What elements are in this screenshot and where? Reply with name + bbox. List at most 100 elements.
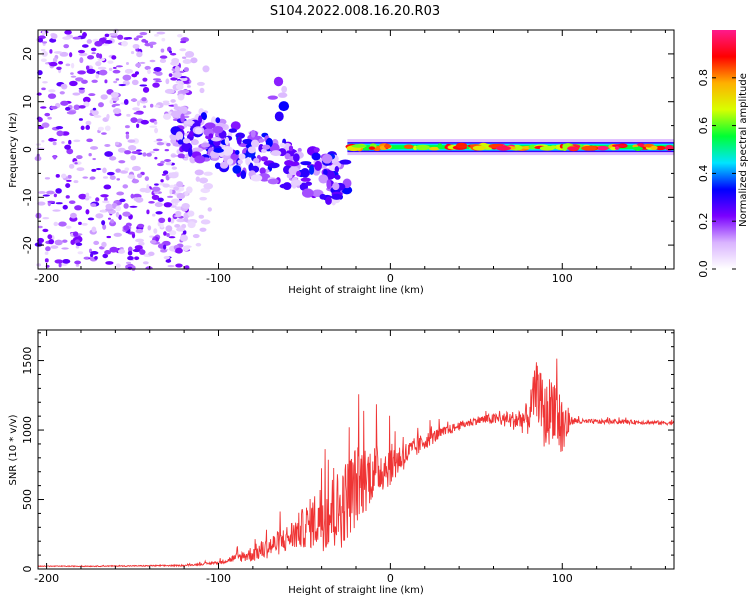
noise-blob	[41, 87, 46, 91]
noise-blob	[126, 113, 131, 117]
noise-blob	[133, 37, 139, 41]
noise-blob	[54, 259, 64, 264]
noise-blob	[37, 237, 45, 244]
noise-blob	[58, 221, 67, 227]
noise-blob	[124, 82, 130, 85]
noise-blob	[102, 200, 110, 204]
noise-blob	[95, 61, 102, 67]
chirp-blob	[296, 170, 301, 177]
noise-blob	[130, 98, 138, 102]
noise-blob	[135, 228, 144, 234]
noise-blob	[136, 51, 143, 58]
noise-blob	[98, 102, 104, 108]
chirp-blob	[215, 117, 221, 124]
noise-blob	[175, 210, 182, 216]
noise-blob	[127, 256, 134, 261]
x-tick-label: 100	[552, 572, 573, 585]
noise-blob	[152, 148, 160, 152]
noise-blob	[123, 203, 129, 209]
noise-blob	[115, 205, 122, 212]
spectrogram-marks	[34, 28, 674, 271]
noise-blob	[139, 61, 146, 64]
noise-blob	[46, 190, 55, 195]
noise-blob	[53, 193, 57, 198]
noise-blob	[132, 107, 140, 111]
noise-blob	[142, 152, 147, 157]
noise-blob	[35, 212, 42, 219]
noise-blob	[154, 127, 159, 134]
chirp-blob	[201, 142, 211, 148]
noise-blob	[186, 85, 191, 88]
noise-blob	[55, 174, 60, 178]
noise-blob	[155, 211, 163, 215]
noise-blob	[121, 40, 128, 47]
noise-blob	[100, 94, 108, 100]
noise-blob	[113, 232, 122, 237]
noise-blob	[139, 84, 148, 87]
colorbar: 0.0 0.2 0.4 0.6 0.8 Normalized spectral ampl…	[697, 30, 749, 278]
noise-blob	[199, 227, 207, 232]
chirp-blob	[281, 85, 288, 93]
noise-blob	[93, 115, 102, 118]
noise-blob	[91, 226, 97, 233]
noise-blob	[53, 155, 57, 160]
noise-blob	[156, 138, 163, 142]
noise-blob	[75, 242, 83, 247]
noise-blob	[149, 151, 156, 154]
noise-blob	[94, 40, 103, 47]
noise-blob	[48, 238, 55, 245]
noise-blob	[66, 111, 76, 115]
noise-blob	[175, 84, 184, 90]
chirp-blob	[230, 121, 241, 131]
tone-blob	[384, 144, 392, 149]
noise-blob	[41, 139, 45, 143]
x-tick-label: -200	[34, 272, 59, 285]
noise-blob	[80, 125, 85, 131]
noise-blob	[83, 101, 90, 108]
noise-blob	[135, 62, 142, 68]
tone-blob	[495, 145, 511, 151]
chirp-blob	[290, 180, 302, 186]
tone-blob	[550, 145, 557, 149]
noise-blob	[154, 202, 163, 208]
noise-blob	[62, 204, 68, 210]
noise-blob	[168, 172, 179, 179]
noise-blob	[70, 212, 77, 219]
chirp-blob	[274, 111, 284, 122]
noise-blob	[85, 209, 90, 215]
noise-blob	[61, 173, 67, 179]
y-tick-label: 0	[21, 566, 34, 573]
noise-blob	[34, 242, 43, 247]
noise-blob	[142, 86, 150, 93]
x-tick-label: -100	[206, 272, 231, 285]
noise-blob	[151, 213, 156, 217]
noise-blob	[37, 117, 43, 123]
noise-blob	[97, 66, 107, 70]
colorbar-tick-label: 0.8	[697, 69, 710, 87]
noise-blob	[115, 168, 121, 173]
noise-blob	[142, 77, 148, 82]
noise-blob	[202, 65, 210, 73]
noise-blob	[104, 125, 111, 131]
noise-blob	[58, 262, 62, 268]
chirp-blob	[228, 128, 238, 133]
noise-blob	[109, 246, 119, 253]
noise-blob	[91, 168, 97, 172]
chirp-blob	[319, 193, 327, 200]
noise-blob	[166, 142, 171, 147]
chirp-blob	[175, 131, 184, 142]
noise-blob	[78, 105, 86, 109]
y-tick-label: 20	[21, 47, 34, 61]
chirp-blob	[279, 183, 290, 189]
noise-blob	[139, 31, 148, 36]
noise-blob	[183, 217, 189, 222]
chirp-blob	[260, 156, 269, 162]
noise-blob	[177, 93, 185, 101]
noise-blob	[79, 57, 84, 64]
chirp-blob	[309, 164, 315, 175]
chirp-blob	[214, 162, 221, 169]
noise-blob	[37, 225, 43, 229]
noise-blob	[195, 242, 202, 247]
noise-blob	[52, 57, 58, 63]
